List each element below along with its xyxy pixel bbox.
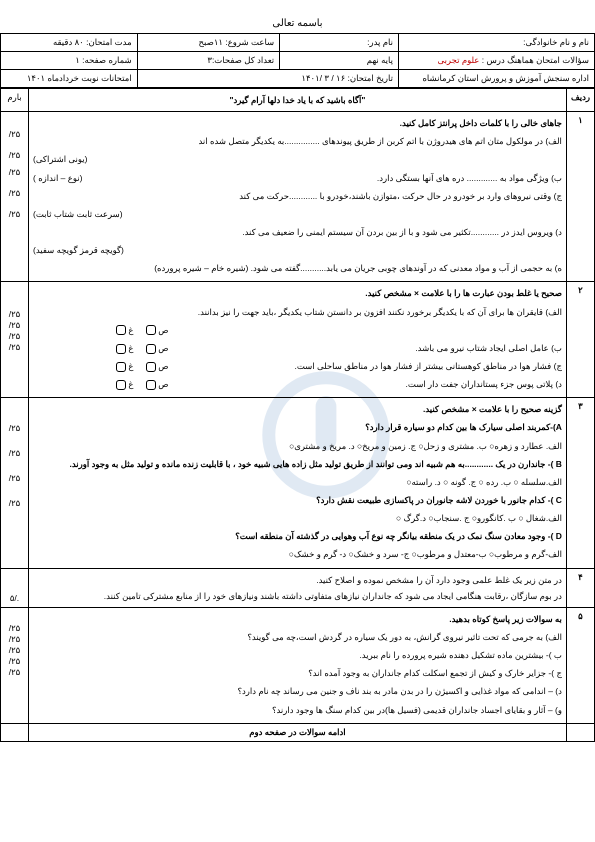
footer-note: ادامه سوالات در صفحه دوم — [1, 723, 539, 741]
q1-body: جاهای خالی را با کلمات داخل پرانتز کامل … — [1, 112, 539, 282]
q2-c: ج) فشار هوا در مناطق کوهستانی بیشتر از ف… — [5, 358, 534, 374]
q4-body: در متن زیر یک غلط علمی وجود دارد آن را م… — [1, 568, 539, 607]
q5-e: و) – آثار و بقایای اجساد جانداران قدیمی … — [5, 702, 534, 718]
q5-scores: /۲۵ /۲۵ /۲۵ /۲۵ /۲۵ — [0, 607, 1, 723]
q1-a: الف) در مولکول متان اتم های هیدروژن با ا… — [5, 133, 534, 149]
q1-d: د) ویروس ایدز در ............تکثیر می شو… — [5, 224, 534, 240]
col-header-row: ردیف — [538, 89, 566, 112]
q1-d-paren: (گویچه قرمز گویچه سفید) — [5, 242, 534, 258]
exam-header-table: نام و نام خانوادگی: نام پدر: ساعت شروع: … — [0, 33, 567, 88]
checkbox-icon[interactable] — [118, 325, 128, 335]
q3-B-opts: الف.سلسله ○ ب. رده ○ ج. گونه ○ د. راسته○ — [5, 474, 534, 490]
q2-b: ب) عامل اصلی ایجاد شتاب نیرو می باشد. ص … — [5, 340, 534, 356]
q1-c-paren: (سرعت ثابت شتاب ثابت) — [5, 206, 534, 222]
q2-a-opts: ص غ — [5, 322, 534, 338]
q3-intro: گزینه صحیح را با علامت × مشخص کنید. — [5, 401, 534, 417]
q3-scores: /۲۵ /۲۵ /۲۵ /۲۵ — [0, 398, 1, 568]
q4-num: ۴ — [538, 568, 566, 607]
bismillah: باسمه تعالی — [0, 18, 567, 29]
q2-a: الف) قایقران ها برای آن که با یکدیگر برخ… — [5, 304, 534, 320]
q3-C-opts: الف.شغال ○ ب .کانگورو○ ج .سنجاب○ د.گرگ ○ — [5, 510, 534, 526]
q1-c: ج) وقتی نیروهای وارد بر خودرو در حال حرک… — [5, 188, 534, 204]
header-term: امتحانات نوبت خردادماه ۱۴۰۱ — [0, 70, 109, 88]
checkbox-icon[interactable] — [88, 362, 98, 372]
checkbox-icon[interactable] — [118, 380, 128, 390]
q5-a: الف) به جرمی که تحت تاثیر نیروی گرانش، ب… — [5, 629, 534, 645]
q3-B: B )- جاندارن در یک ............به هم شبی… — [5, 456, 534, 472]
q1-a-paren: (یونی اشتراکی) — [5, 151, 534, 167]
header-father: نام پدر: — [252, 34, 371, 52]
header-subject-label: سؤالات امتحان هماهنگ درس : — [451, 55, 561, 65]
q2-num: ۲ — [538, 282, 566, 398]
checkbox-icon[interactable] — [88, 380, 98, 390]
header-start: ساعت شروع: ۱۱صبح — [109, 34, 252, 52]
q3-num: ۳ — [538, 398, 566, 568]
q5-num: ۵ — [538, 607, 566, 723]
q4-score: ۵/. — [0, 568, 1, 607]
q5-c: ج )- جزایر خارک و کیش از تجمع اسکلت کدام… — [5, 665, 534, 681]
q3-C: C )- کدام جانور با خوردن لاشه جانوران در… — [5, 492, 534, 508]
header-subject: سؤالات امتحان هماهنگ درس : علوم تجربی — [370, 52, 566, 70]
header-pages: تعداد کل صفحات:۳ — [109, 52, 252, 70]
q2-scores: /۲۵ /۲۵ /۲۵ /۲۵ — [0, 282, 1, 398]
checkbox-icon[interactable] — [118, 362, 128, 372]
q5-body: به سوالات زیر پاسخ کوتاه بدهید. الف) به … — [1, 607, 539, 723]
header-name: نام و نام خانوادگی: — [370, 34, 566, 52]
hadith-cell: "آگاه باشید که با یاد خدا د‌لها آرام گیر… — [1, 89, 539, 112]
header-date: تاریخ امتحان: ۱۶ / ۳ /۱۴۰۱ — [109, 70, 370, 88]
q2-intro: صحیح یا غلط بودن عبارت ها را با علامت × … — [5, 285, 534, 301]
q3-D: D )- وجود معادن سنگ نمک در یک منطقه بیان… — [5, 528, 534, 544]
checkbox-icon[interactable] — [88, 325, 98, 335]
col-header-score: بارم — [0, 89, 1, 112]
header-org: اداره سنجش آموزش و پرورش استان کرمانشاه — [370, 70, 566, 88]
q5-b: ب )- بیشترین ماده تشکیل دهنده شیره پرورد… — [5, 647, 534, 663]
q5-d: د) – اندامی که مواد غذایی و اکسیژن را در… — [5, 683, 534, 699]
header-subject-name: علوم تجربی — [409, 55, 451, 65]
q3-A: A)-کمربند اصلی سیارک ها بین کدام دو سیار… — [5, 419, 534, 435]
header-grade: پایه نهم — [252, 52, 371, 70]
q2-d: د) پلاتی پوس جزء پستانداران جفت دار است.… — [5, 376, 534, 392]
q1-e: ه) به حجمی از آب و مواد معدنی که در آوند… — [5, 260, 534, 276]
questions-table: ردیف "آگاه باشید که با یاد خدا د‌لها آرا… — [0, 88, 567, 742]
q1-num: ۱ — [538, 112, 566, 282]
q3-D-opts: الف-گرم و مرطوب○ ب-معتدل و مرطوب○ ج- سرد… — [5, 546, 534, 562]
header-pageno: شماره صفحه: ۱ — [0, 52, 109, 70]
q3-body: گزینه صحیح را با علامت × مشخص کنید. A)-ک… — [1, 398, 539, 568]
q1-b: ب) ویژگی مواد به ............. دره های آ… — [5, 170, 534, 186]
q3-A-opts: الف. عطارد و زهره○ ب. مشتری و زحل○ ج. زم… — [5, 438, 534, 454]
checkbox-icon[interactable] — [118, 344, 128, 354]
q1-scores: /۲۵ /۲۵ /۲۵ /۲۵ /۲۵ — [0, 112, 1, 282]
q2-body: صحیح یا غلط بودن عبارت ها را با علامت × … — [1, 282, 539, 398]
header-duration: مدت امتحان: ۸۰ دقیقه — [0, 34, 109, 52]
q5-intro: به سوالات زیر پاسخ کوتاه بدهید. — [5, 611, 534, 627]
q1-intro: جاهای خالی را با کلمات داخل پرانتز کامل … — [5, 115, 534, 131]
checkbox-icon[interactable] — [88, 344, 98, 354]
